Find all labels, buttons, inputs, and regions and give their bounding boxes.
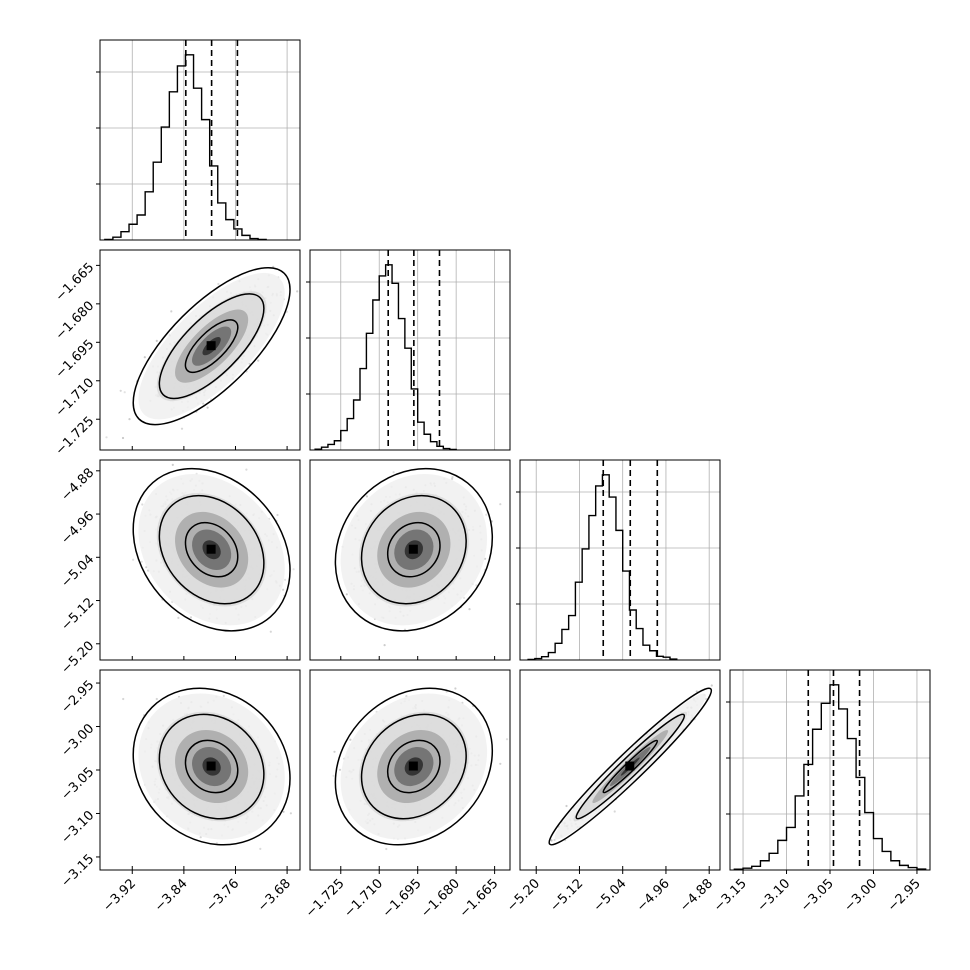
scatter-point [349,738,352,741]
density-peak [206,544,216,554]
density-peak [206,761,216,771]
scatter-point [119,389,122,392]
scatter-point [143,356,146,359]
scatter-point [292,568,295,571]
joint-p1-p2 [99,249,301,451]
scatter-point [128,418,131,421]
hist-p2 [306,249,511,451]
scatter-point [284,578,287,581]
scatter-point [123,391,126,394]
scatter-point [710,684,713,687]
contour-line [158,293,265,400]
panel-frame [99,39,301,241]
scatter-point [365,495,368,498]
panel-frame [519,459,721,661]
contour-line [158,494,265,605]
scatter-point [276,513,279,517]
hist-p4 [726,669,931,871]
scatter-point [177,616,180,620]
histogram-steps [527,474,678,661]
joint-p1-p4 [99,669,301,871]
scatter-point [499,503,502,506]
scatter-point [345,593,348,596]
scatter-point [451,476,454,479]
scatter-point [338,768,342,771]
joint-p3-p4 [519,669,721,871]
joint-p1-p3 [99,459,301,661]
contour-line [184,319,239,374]
scatter-point [475,584,478,587]
scatter-point [122,697,125,701]
scatter-point [141,503,144,506]
hist-p3 [516,459,721,661]
scatter-point [285,310,288,313]
scatter-point [105,436,108,439]
panel-frame [99,249,301,451]
panel-frame [309,249,511,451]
contour-line [132,467,291,632]
scatter-point [269,630,272,633]
scatter-point [499,762,502,765]
joint-p2-p3 [309,459,511,661]
scatter-point [505,738,509,741]
histogram-steps [733,684,927,870]
scatter-point [392,471,395,474]
scatter-point [155,339,158,342]
scatter-point [289,812,292,815]
scatter-point [121,436,125,440]
joint-p2-p4 [309,669,511,871]
hist-p1 [96,39,301,241]
panel-frame [99,459,301,661]
scatter-point [553,838,556,842]
scatter-point [451,477,454,480]
scatter-point [282,588,285,591]
scatter-point [222,694,225,698]
scatter-point [565,804,568,808]
scatter-point [296,290,299,293]
scatter-point [171,463,174,466]
scatter-point [257,359,260,362]
scatter-point [217,282,220,286]
scatter-point [259,847,262,851]
contour-line [184,521,239,578]
scatter-point [140,560,143,563]
contour-line [132,266,291,426]
scatter-point [383,644,386,647]
scatter-point [189,616,193,619]
scatter-point [468,608,471,611]
scatter-point [245,468,248,471]
scatter-point [332,774,335,777]
density-peak [206,341,216,351]
scatter-point [385,847,388,851]
density-peak [408,544,418,554]
scatter-point [248,362,251,365]
scatter-point [485,513,488,516]
scatter-point [170,310,173,313]
scatter-point [180,427,184,430]
histogram-steps [314,264,457,451]
scatter-point [155,697,158,701]
scatter-point [333,750,336,753]
scatter-point [206,406,209,409]
scatter-point [132,558,135,561]
density-peak [408,761,418,771]
scatter-point [454,687,457,690]
